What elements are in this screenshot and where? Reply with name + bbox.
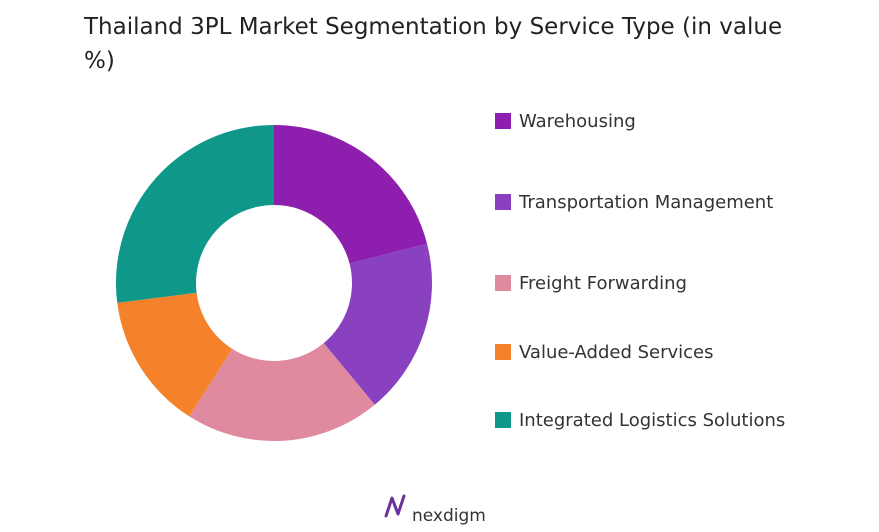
legend-swatch [495, 194, 511, 210]
logo-icon [384, 494, 406, 518]
legend-label: Transportation Management [518, 192, 773, 213]
legend-swatch [495, 113, 511, 129]
donut-slice [189, 343, 375, 441]
donut-slice [116, 125, 274, 303]
donut-slice [323, 243, 432, 405]
legend-label: Value-Added Services [519, 342, 714, 363]
legend-swatch [495, 275, 511, 291]
legend-label: Freight Forwarding [519, 273, 687, 294]
legend-swatch [495, 412, 511, 428]
legend-label: Warehousing [519, 111, 636, 132]
legend-swatch [495, 344, 511, 360]
logo-text: nexdigm [412, 506, 486, 526]
donut-slice [117, 292, 233, 417]
chart-title: Thailand 3PL Market Segmentation by Serv… [84, 14, 783, 74]
legend-label: Integrated Logistics Solutions [519, 410, 785, 431]
donut-slice [274, 125, 428, 264]
